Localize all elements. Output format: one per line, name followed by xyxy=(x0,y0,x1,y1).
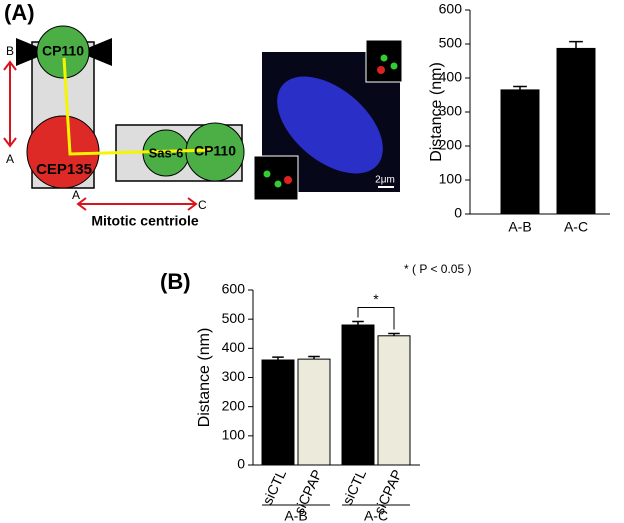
y-tick-label: 300 xyxy=(222,368,246,384)
y-tick-label: 600 xyxy=(222,281,246,297)
error-bar xyxy=(513,85,527,90)
error-bar xyxy=(272,356,284,360)
y-tick-label: 400 xyxy=(222,339,246,355)
panel-label: (B) xyxy=(160,269,191,294)
y-tick-label: 500 xyxy=(439,35,463,51)
y-axis-label: Distance (nm) xyxy=(428,62,445,162)
error-bar xyxy=(388,332,400,336)
bar xyxy=(341,324,375,466)
bar xyxy=(556,47,596,215)
y-axis-label: Distance (nm) xyxy=(196,328,213,428)
bar xyxy=(377,335,411,466)
panel-label: (A) xyxy=(4,0,35,25)
significance-bracket xyxy=(357,307,395,330)
diagram-label: CP110 xyxy=(194,143,236,159)
y-tick-label: 0 xyxy=(454,205,462,221)
diagram-label: CP110 xyxy=(42,43,84,59)
micrograph: 2μm xyxy=(253,39,403,201)
bar xyxy=(500,89,540,215)
diagram-label: C xyxy=(198,198,207,212)
y-tick-label: 0 xyxy=(237,456,245,472)
error-bar xyxy=(352,320,364,325)
diagram-label: A xyxy=(72,188,80,202)
diagram-label: Sas-6 xyxy=(149,145,184,160)
y-tick-label: 200 xyxy=(222,397,246,413)
y-tick-label: 400 xyxy=(439,69,463,85)
annotation: * ( P < 0.05 ) xyxy=(404,262,471,276)
series-label: siCTL xyxy=(339,467,369,507)
diagram-caption: Mitotic centriole xyxy=(91,213,199,229)
error-bar xyxy=(569,40,583,49)
scale-bar-label: 2μm xyxy=(375,175,395,186)
x-tick-label: A-C xyxy=(364,508,388,523)
centriole-diagram: CP110 CEP135 Sas-6 CP110 B A A C Mitotic… xyxy=(3,25,245,229)
bar xyxy=(297,358,331,466)
y-tick-label: 500 xyxy=(222,310,246,326)
x-tick-label: A-B xyxy=(284,508,307,523)
x-tick-label: A-C xyxy=(564,219,588,235)
significance-label: * xyxy=(373,291,379,307)
diagram-label: A xyxy=(6,152,14,166)
bar xyxy=(261,359,295,466)
y-tick-label: 300 xyxy=(439,103,463,119)
y-tick-label: 100 xyxy=(439,171,463,187)
diagram-label: B xyxy=(6,44,14,58)
y-tick-label: 100 xyxy=(222,427,246,443)
series-label: siCTL xyxy=(259,467,289,507)
y-tick-label: 200 xyxy=(439,137,463,153)
y-tick-label: 600 xyxy=(439,1,463,17)
diagram-label: CEP135 xyxy=(36,161,92,178)
error-bar xyxy=(308,355,320,360)
x-tick-label: A-B xyxy=(508,219,531,235)
